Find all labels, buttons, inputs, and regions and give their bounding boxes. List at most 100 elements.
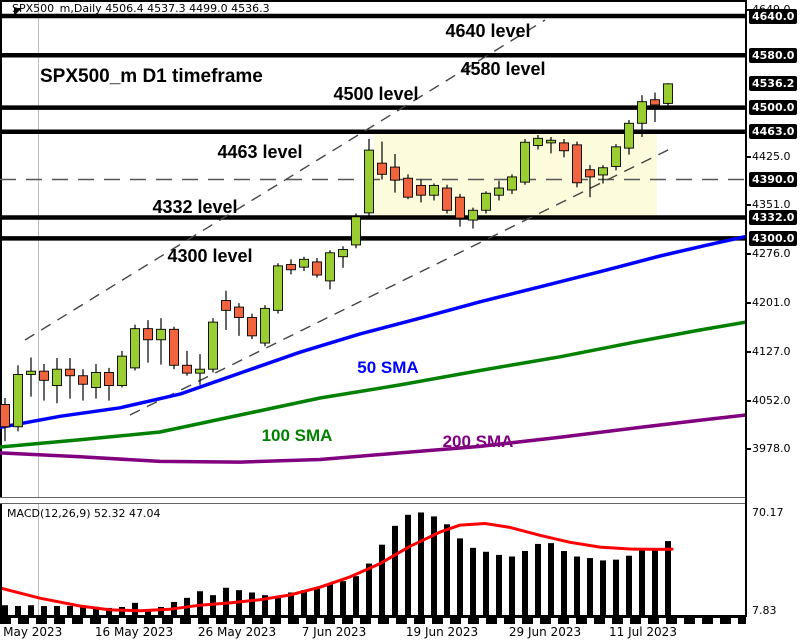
candle-body xyxy=(416,184,426,196)
macd-bar xyxy=(509,556,515,616)
macd-bar xyxy=(2,605,8,616)
level-label: 4580 level xyxy=(460,59,545,79)
sma100-line[interactable] xyxy=(0,320,746,449)
macd-bar xyxy=(431,516,437,616)
pane-separator[interactable] xyxy=(0,497,746,504)
macd-bar xyxy=(28,605,34,616)
price-axis-tick xyxy=(747,155,751,158)
macd-signal-line[interactable] xyxy=(0,522,674,613)
price-badge: 4332.0 xyxy=(749,209,798,225)
level-label: 4640 level xyxy=(445,21,530,41)
macd-bar xyxy=(249,592,255,616)
price-axis-tick xyxy=(747,302,751,305)
macd-bar xyxy=(340,581,346,616)
level-label: 4500 level xyxy=(333,84,418,104)
candle-body xyxy=(377,162,387,175)
macd-bar xyxy=(522,550,528,616)
candle-body xyxy=(247,317,257,337)
price-axis-label: 4052.0 xyxy=(752,393,791,407)
macd-bar xyxy=(392,525,398,616)
candle-body xyxy=(663,83,673,104)
macd-bar xyxy=(535,543,541,616)
candle-body xyxy=(104,372,114,387)
candle-body xyxy=(299,258,309,268)
price-badge: 4300.0 xyxy=(749,230,798,246)
candles-layer[interactable] xyxy=(0,83,673,442)
macd-bar xyxy=(314,587,320,616)
price-axis[interactable]: 4649.04425.04351.04276.04201.04127.04052… xyxy=(747,0,802,642)
candle-body xyxy=(325,252,335,282)
candle-body xyxy=(481,192,491,211)
candle-body xyxy=(117,355,127,387)
macd-bar xyxy=(379,544,385,616)
macd-bar xyxy=(67,606,73,616)
candle-body xyxy=(234,306,244,318)
macd-bar xyxy=(145,609,151,616)
macd-bar xyxy=(366,563,372,616)
macd-indicator-label: MACD(12,26,9) 52.32 47.04 xyxy=(7,507,161,520)
chart-marker-icon xyxy=(14,8,22,16)
candle-body xyxy=(650,99,660,106)
price-axis-label: 3978.0 xyxy=(752,442,791,455)
candle-body xyxy=(442,187,452,211)
candle-body xyxy=(598,167,608,176)
candle-body xyxy=(572,144,582,184)
price-badge: 4390.0 xyxy=(749,172,798,188)
timeframe-annotation: SPX500_m D1 timeframe xyxy=(40,66,263,87)
macd-bar xyxy=(457,538,463,616)
level-label: 4463 level xyxy=(217,142,302,162)
candle-body xyxy=(559,142,569,152)
chart-title: SPX500_m,Daily 4506.4 4537.3 4499.0 4536… xyxy=(12,2,270,16)
price-badge: 4463.0 xyxy=(749,124,798,140)
candle-body xyxy=(351,216,361,246)
macd-bar xyxy=(418,512,424,616)
trendline-2[interactable] xyxy=(129,147,673,416)
macd-bar xyxy=(275,595,281,616)
date-label: 7 Jun 2023 xyxy=(301,625,367,639)
candle-body xyxy=(455,196,465,219)
trendline-1[interactable] xyxy=(24,19,546,341)
sma-label: 100 SMA xyxy=(262,426,333,445)
macd-bar xyxy=(197,591,203,616)
axis-separator-line xyxy=(745,0,747,617)
macd-bar xyxy=(444,524,450,616)
candle-body xyxy=(78,375,88,385)
level-label: 4332 level xyxy=(152,197,237,217)
macd-bar xyxy=(262,595,268,616)
macd-bar xyxy=(600,560,606,616)
candle-body xyxy=(624,122,634,149)
candle-body xyxy=(468,209,478,221)
candle-body xyxy=(143,328,153,341)
level-label: 4300 level xyxy=(167,246,252,266)
macd-bar xyxy=(470,547,476,616)
macd-bar xyxy=(405,514,411,616)
candle-body xyxy=(494,187,504,196)
sma50-line[interactable] xyxy=(0,234,746,430)
candle-body xyxy=(390,166,400,181)
sma200-line[interactable] xyxy=(0,413,746,464)
candle-body xyxy=(221,300,231,311)
price-axis-tick xyxy=(747,399,751,402)
price-badge: 4580.0 xyxy=(749,47,798,63)
price-badge: 4640.0 xyxy=(749,8,798,24)
period-ruler xyxy=(0,617,746,624)
macd-bar xyxy=(483,551,489,616)
time-axis[interactable]: 4 May 2023 16 May 2023 26 May 2023 7 Jun 20… xyxy=(0,624,802,642)
price-axis-label: 4425.0 xyxy=(752,149,791,163)
price-chart-pane[interactable]: SPX500_m D1 timeframe 4640 level 4580 leve… xyxy=(0,0,746,498)
macd-bar xyxy=(587,558,593,616)
candle-body xyxy=(260,307,270,344)
candle-body xyxy=(585,169,595,178)
macd-bar xyxy=(327,583,333,616)
candle-body xyxy=(156,328,166,341)
candle-body xyxy=(91,372,101,388)
macd-indicator-pane[interactable] xyxy=(0,504,746,617)
chart-title-text: SPX500_m,Daily 4506.4 4537.3 4499.0 4536… xyxy=(12,2,270,15)
date-label: 19 Jun 2023 xyxy=(405,625,479,639)
candle-body xyxy=(546,139,556,144)
macd-bar xyxy=(158,606,164,616)
macd-histogram[interactable] xyxy=(2,512,671,616)
price-axis-label: 4127.0 xyxy=(752,344,791,358)
price-badge: 4500.0 xyxy=(749,100,798,116)
